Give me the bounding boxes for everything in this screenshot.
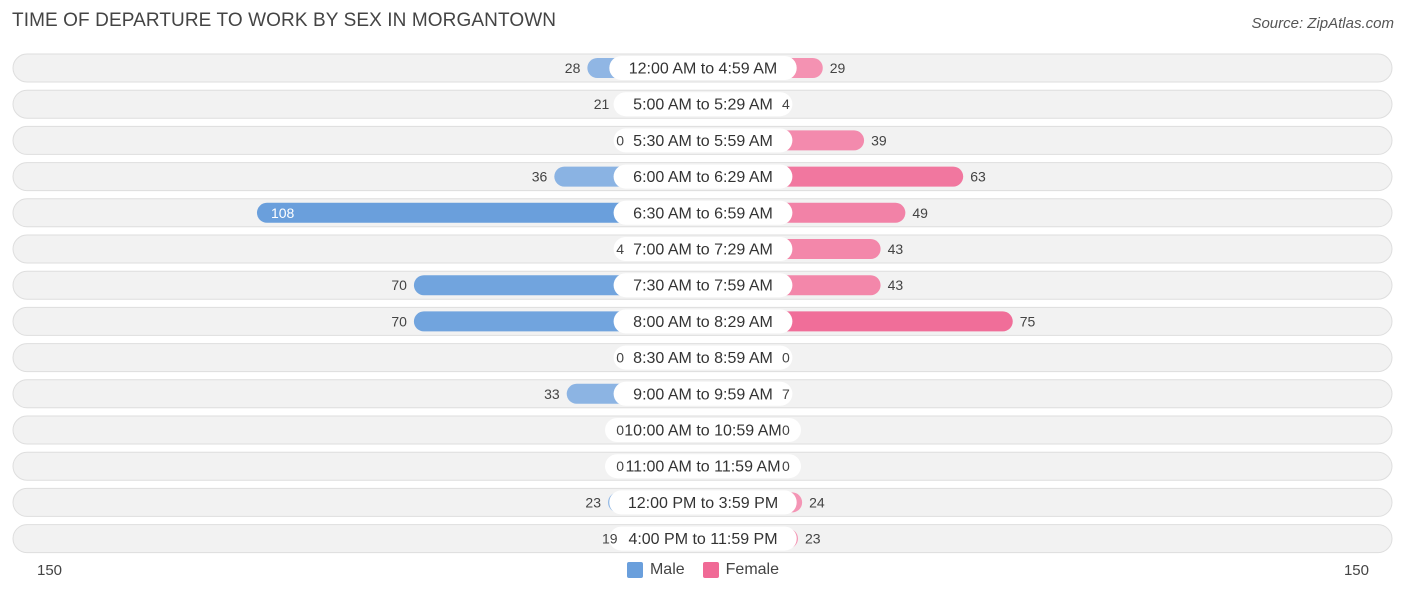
value-label-male: 19 [602, 531, 618, 547]
value-label-female: 23 [805, 531, 821, 547]
source-note: Source: ZipAtlas.com [1251, 15, 1394, 32]
category-label: 8:30 AM to 8:59 AM [633, 350, 773, 367]
value-label-male: 70 [391, 313, 407, 329]
value-label-female: 7 [782, 386, 790, 402]
category-label: 6:30 AM to 6:59 AM [633, 205, 773, 222]
value-label-female: 24 [809, 494, 825, 510]
category-label: 4:00 PM to 11:59 PM [628, 531, 777, 548]
axis-right-label: 150 [1343, 562, 1369, 579]
category-label-bg [613, 381, 793, 406]
category-label-bg [605, 454, 801, 479]
category-label-bg [609, 526, 797, 551]
value-label-female: 63 [970, 169, 986, 185]
value-label-male: 108 [271, 205, 295, 221]
category-label: 5:00 AM to 5:29 AM [633, 97, 773, 114]
value-label-male: 23 [585, 494, 601, 510]
value-label-male: 0 [616, 132, 624, 148]
value-label-female: 0 [782, 458, 790, 474]
category-label: 11:00 AM to 11:59 AM [625, 459, 780, 476]
value-label-male: 33 [544, 386, 560, 402]
category-label-bg [613, 273, 793, 298]
value-label-male: 28 [565, 60, 581, 76]
legend-swatch-female [702, 562, 719, 578]
legend-item-male: Male [626, 561, 685, 579]
legend-swatch-male [626, 562, 643, 578]
value-label-female: 43 [888, 277, 904, 293]
category-label-bg [613, 309, 793, 334]
value-label-female: 39 [871, 132, 887, 148]
category-label-bg [613, 164, 793, 189]
category-label-bg [613, 128, 793, 153]
category-label-bg [613, 345, 793, 370]
value-label-female: 0 [782, 350, 790, 366]
category-label-bg [609, 490, 797, 515]
value-label-female: 43 [888, 241, 904, 257]
category-label: 7:30 AM to 7:59 AM [633, 278, 773, 295]
category-label: 6:00 AM to 6:29 AM [633, 169, 773, 186]
legend: Male Female [0, 561, 1406, 579]
value-label-female: 0 [782, 422, 790, 438]
value-label-male: 70 [391, 277, 407, 293]
value-label-male: 0 [616, 350, 624, 366]
legend-item-female: Female [702, 561, 780, 579]
value-label-female: 29 [830, 60, 846, 76]
chart-area: 12:00 AM to 4:59 AM 28 29 5:00 AM to 5:29 A… [12, 53, 1393, 554]
value-label-male: 21 [594, 96, 610, 112]
value-label-male: 36 [532, 169, 548, 185]
category-label: 10:00 AM to 10:59 AM [624, 423, 781, 440]
legend-label-male: Male [649, 561, 685, 578]
value-label-male: 4 [616, 241, 624, 257]
value-label-female: 49 [912, 205, 928, 221]
value-label-male: 0 [616, 422, 624, 438]
category-label: 9:00 AM to 9:59 AM [633, 386, 773, 403]
category-label: 7:00 AM to 7:29 AM [633, 242, 773, 259]
category-label-bg [605, 418, 801, 442]
category-label: 8:00 AM to 8:29 AM [633, 314, 773, 331]
category-label-bg [609, 56, 797, 80]
category-label: 12:00 AM to 4:59 AM [629, 61, 778, 78]
bar-male [256, 202, 703, 223]
axis-left-label: 150 [37, 562, 63, 579]
category-label: 12:00 PM to 3:59 PM [628, 495, 778, 512]
value-label-female: 75 [1020, 313, 1036, 329]
legend-label-female: Female [725, 561, 780, 578]
value-label-male: 0 [616, 458, 624, 474]
category-label: 5:30 AM to 5:59 AM [633, 133, 773, 150]
category-label-bg [613, 200, 793, 225]
category-label-bg [613, 92, 793, 117]
chart-title: TIME OF DEPARTURE TO WORK BY SEX IN MORG… [12, 10, 557, 31]
category-label-bg [613, 237, 793, 261]
value-label-female: 4 [782, 96, 790, 112]
